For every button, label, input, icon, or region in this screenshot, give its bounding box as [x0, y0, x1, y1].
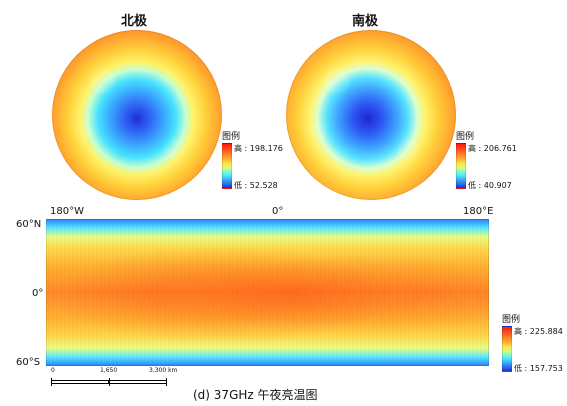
global-legend-low: 低 : 157.753: [514, 364, 563, 373]
south-legend-title: 图例: [456, 132, 475, 142]
scalebar-bar: [51, 378, 167, 386]
north-legend-low: 低 : 52.528: [234, 181, 278, 190]
lat-bottom-label: 60°S: [16, 357, 41, 368]
south-pole-title: 南极: [352, 14, 379, 29]
global-legend-high: 高 : 225.884: [514, 327, 563, 336]
south-pole-map: [286, 30, 456, 200]
south-legend-low: 低 : 40.907: [468, 181, 512, 190]
south-legend-colorbar: [456, 143, 466, 189]
lon-right-label: 180°E: [463, 206, 494, 217]
south-pole-texture: [286, 30, 456, 200]
north-legend-title: 图例: [222, 132, 241, 142]
global-legend-title: 图例: [502, 315, 521, 325]
scalebar-segment: [109, 380, 167, 384]
global-legend-colorbar: [502, 326, 512, 372]
lon-center-label: 0°: [272, 206, 284, 217]
south-legend-high: 高 : 206.761: [468, 144, 517, 153]
lat-mid-label: 0°: [32, 288, 44, 299]
scalebar-label-3300: 3,300 km: [149, 367, 178, 374]
scalebar-segment: [51, 380, 109, 384]
scalebar-tick: [51, 378, 52, 386]
scalebar-label-0: 0: [51, 367, 55, 374]
lon-left-label: 180°W: [50, 206, 84, 217]
north-legend-high: 高 : 198.176: [234, 144, 283, 153]
scalebar-tick: [166, 378, 167, 386]
figure-caption: (d) 37GHz 午夜亮温图: [193, 388, 318, 402]
scalebar: 0 1,650 3,300 km: [51, 367, 177, 389]
scalebar-tick: [109, 378, 110, 386]
north-pole-texture: [52, 30, 222, 200]
north-pole-title: 北极: [121, 14, 148, 29]
north-pole-map: [52, 30, 222, 200]
north-legend-colorbar: [222, 143, 232, 189]
lat-top-label: 60°N: [16, 219, 42, 230]
scalebar-label-1650: 1,650: [100, 367, 118, 374]
south-legend: 图例 高 : 206.761 低 : 40.907: [456, 129, 551, 191]
north-legend: 图例 高 : 198.176 低 : 52.528: [222, 129, 312, 191]
global-brightness-map: [46, 219, 489, 366]
global-legend: 图例 高 : 225.884 低 : 157.753: [502, 312, 566, 374]
